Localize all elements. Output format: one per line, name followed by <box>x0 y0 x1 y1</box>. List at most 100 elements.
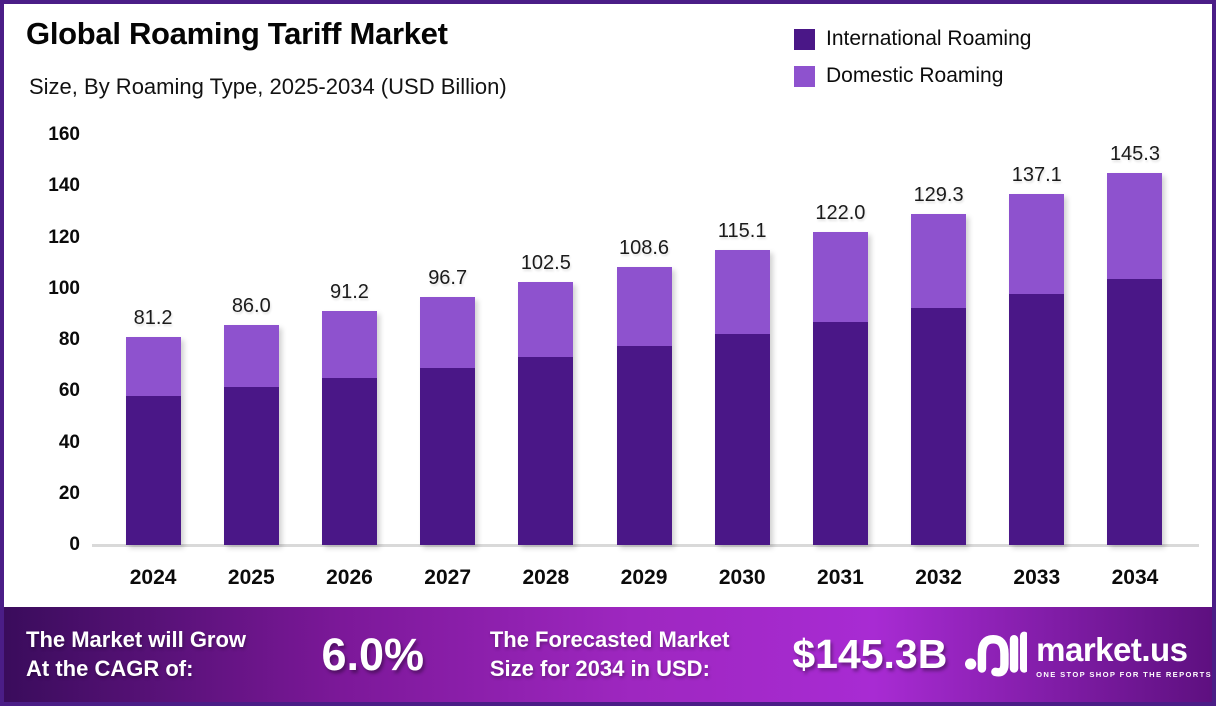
stacked-bar-2025 <box>223 324 279 545</box>
legend-label: Domestic Roaming <box>826 64 1004 87</box>
page-title: Global Roaming Tariff Market <box>26 16 448 51</box>
legend-swatch-icon <box>794 65 815 87</box>
bar-segment-domestic <box>616 266 672 346</box>
y-tick-label: 0 <box>69 534 80 555</box>
x-tick-label: 2032 <box>915 566 962 589</box>
bar-segment-domestic <box>125 336 181 397</box>
bar-total-label: 102.5 <box>520 252 571 275</box>
stacked-bar-2027 <box>420 297 476 545</box>
bar-group-2026: 91.2 <box>300 135 398 545</box>
bar-total-label: 122.0 <box>815 202 866 225</box>
bar-total-label: 91.2 <box>330 281 369 304</box>
x-axis-labels: 2024 2025 2026 2027 2028 2029 2030 2031 2032 2033… <box>104 566 1184 590</box>
bar-group-2033: 137.1 <box>988 135 1086 545</box>
legend-label: International Roaming <box>826 27 1032 50</box>
bar-segment-international <box>714 334 770 545</box>
bar-segment-international <box>616 345 672 545</box>
bar-group-2028: 102.5 <box>497 135 595 545</box>
bar-group-2029: 108.6 <box>595 135 693 545</box>
bar-segment-domestic <box>1009 193 1065 294</box>
bar-segment-domestic <box>321 311 377 378</box>
y-tick-label: 100 <box>48 277 80 299</box>
stacked-bar-2030 <box>714 250 770 545</box>
y-axis: 0 20 40 60 80 100 120 140 160 <box>4 124 80 555</box>
bar-total-label: 129.3 <box>913 183 964 206</box>
marketus-logo-tagline: ONE STOP SHOP FOR THE REPORTS <box>1036 669 1212 679</box>
x-axis-baseline <box>92 544 1199 547</box>
bar-total-label: 86.0 <box>231 294 271 317</box>
x-tick-label: 2024 <box>129 566 177 589</box>
bar-segment-international <box>812 321 868 545</box>
x-tick-label: 2031 <box>817 566 864 589</box>
legend-swatch-icon <box>794 28 815 50</box>
bar-total-label: 108.6 <box>619 236 670 259</box>
bar-group-2025: 86.0 <box>202 135 300 545</box>
stacked-bar-2033 <box>1009 193 1065 545</box>
y-tick-label: 120 <box>48 226 80 248</box>
y-tick-label: 20 <box>58 482 80 504</box>
bar-group-2027: 96.7 <box>399 135 497 545</box>
bar-group-2032: 129.3 <box>890 135 988 545</box>
bar-segment-domestic <box>911 213 967 308</box>
bar-total-label: 81.2 <box>133 306 173 329</box>
bar-segment-international <box>420 367 476 545</box>
bar-segment-domestic <box>518 282 574 358</box>
bar-segment-domestic <box>1107 172 1163 279</box>
stacked-bar-2031 <box>812 232 868 545</box>
bar-segment-international <box>518 357 574 545</box>
bar-group-2030: 115.1 <box>693 135 791 545</box>
bar-group-2024: 81.2 <box>104 135 202 545</box>
y-tick-label: 60 <box>58 380 80 402</box>
bar-total-label: 96.7 <box>428 267 468 290</box>
bar-group-2034: 145.3 <box>1086 135 1184 545</box>
cagr-caption: The Market will Grow At the CAGR of: <box>26 626 299 683</box>
bar-total-label: 115.1 <box>717 220 767 243</box>
forecast-value: $145.3B <box>792 631 948 677</box>
marketus-logo: market.us ONE STOP SHOP FOR THE REPORTS <box>965 628 1212 682</box>
forecast-caption: The Forecasted Market Size for 2034 in U… <box>490 626 787 683</box>
forecast-caption-line2: Size for 2034 in USD: <box>489 655 710 681</box>
page-subtitle: Size, By Roaming Type, 2025-2034 (USD Bi… <box>29 74 507 99</box>
bar-segment-international <box>911 307 967 545</box>
bar-segment-international <box>1107 278 1163 545</box>
bar-segment-domestic <box>812 232 868 322</box>
y-tick-label: 80 <box>58 329 80 350</box>
x-tick-label: 2025 <box>227 566 275 589</box>
bar-segment-domestic <box>714 250 770 335</box>
marketus-logo-text: market.us ONE STOP SHOP FOR THE REPORTS <box>1036 631 1212 679</box>
bar-segment-domestic <box>420 297 476 368</box>
plot-area: 81.2 86.0 91.2 96.7 102.5 108.6 115.1 122.0 129.… <box>104 135 1184 545</box>
bar-total-label: 145.3 <box>1109 142 1160 165</box>
bar-segment-domestic <box>223 324 279 388</box>
y-tick-label: 140 <box>48 175 80 197</box>
marketus-logo-name: market.us <box>1036 630 1188 668</box>
stacked-bar-2029 <box>616 266 672 545</box>
bar-group-2031: 122.0 <box>791 135 889 545</box>
y-tick-label: 160 <box>48 124 80 145</box>
stacked-bar-2034 <box>1107 172 1163 545</box>
x-tick-label: 2033 <box>1013 566 1061 589</box>
bar-segment-international <box>223 387 279 545</box>
cagr-caption-line1: The Market will Grow <box>26 626 247 652</box>
legend: International Roaming Domestic Roaming <box>794 27 1031 88</box>
cagr-caption-line2: At the CAGR of: <box>26 655 194 681</box>
x-tick-label: 2028 <box>522 566 570 589</box>
bar-segment-international <box>321 377 377 545</box>
x-tick-label: 2030 <box>718 566 766 589</box>
stacked-bar-2024 <box>125 336 181 545</box>
legend-item-international: International Roaming <box>794 27 1031 51</box>
footer-banner: The Market will Grow At the CAGR of: 6.0… <box>4 607 1212 702</box>
forecast-caption-line1: The Forecasted Market <box>489 626 730 652</box>
stacked-bar-2026 <box>321 311 377 545</box>
x-tick-label: 2027 <box>424 566 472 589</box>
x-tick-label: 2026 <box>326 566 373 589</box>
y-tick-label: 40 <box>58 431 80 453</box>
cagr-value: 6.0% <box>321 628 425 680</box>
stacked-bar-2032 <box>911 213 967 545</box>
x-tick-label: 2029 <box>620 566 668 589</box>
legend-item-domestic: Domestic Roaming <box>794 64 1031 88</box>
bar-segment-international <box>125 396 181 545</box>
bar-total-label: 137.1 <box>1011 163 1062 186</box>
bar-segment-international <box>1009 293 1065 545</box>
